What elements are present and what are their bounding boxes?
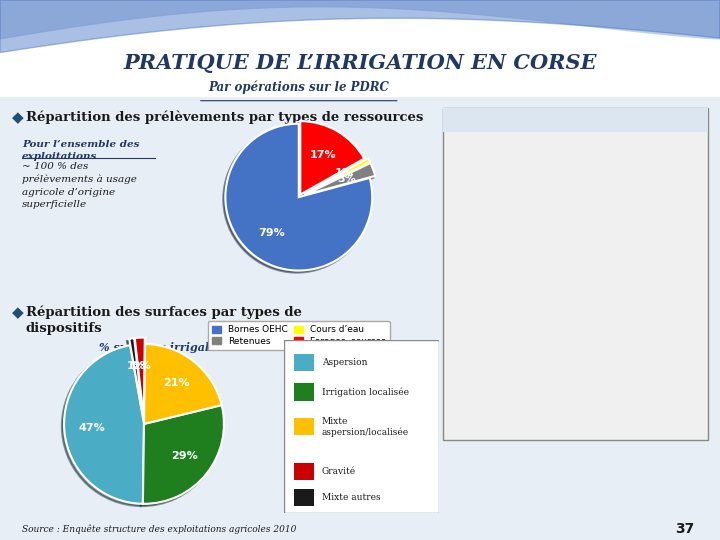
Bar xyxy=(294,383,314,401)
Text: Pour l’ensemble des
exploitations: Pour l’ensemble des exploitations xyxy=(22,140,140,161)
Text: PRATIQUE DE L’IRRIGATION EN CORSE: PRATIQUE DE L’IRRIGATION EN CORSE xyxy=(123,53,597,73)
Text: 3%: 3% xyxy=(338,174,356,184)
Text: 29%: 29% xyxy=(171,451,198,461)
Wedge shape xyxy=(129,338,143,417)
Wedge shape xyxy=(304,158,370,194)
Text: 21%: 21% xyxy=(163,379,190,388)
Text: ◆: ◆ xyxy=(12,305,24,320)
Bar xyxy=(294,354,314,372)
Text: ~ 360 opérations engagées
~ 265 bénéficiaires
~ 1 000 Ha: ~ 360 opérations engagées ~ 265 bénéfici… xyxy=(458,137,603,174)
Text: Répartition des surfaces par types de
dispositifs: Répartition des surfaces par types de di… xyxy=(26,305,302,335)
Bar xyxy=(294,489,314,506)
Text: 79%: 79% xyxy=(258,228,284,238)
Text: 17%: 17% xyxy=(310,150,336,160)
Wedge shape xyxy=(135,338,145,417)
Bar xyxy=(294,418,314,435)
Text: Irrigation localisée: Irrigation localisée xyxy=(322,387,408,397)
Text: 1%: 1% xyxy=(335,168,354,178)
Wedge shape xyxy=(305,163,375,195)
Wedge shape xyxy=(143,405,224,504)
Text: ~ 100 % des
prélèvements à usage
agricole d’origine
superficielle: ~ 100 % des prélèvements à usage agricol… xyxy=(22,162,137,210)
Text: % surfaces irrigables: % surfaces irrigables xyxy=(99,342,230,353)
Text: 1%: 1% xyxy=(126,361,145,371)
Text: Gravité: Gravité xyxy=(322,467,356,476)
Wedge shape xyxy=(64,345,144,504)
Wedge shape xyxy=(225,124,372,271)
Text: 2%: 2% xyxy=(132,361,150,370)
Text: ◆: ◆ xyxy=(12,110,24,125)
Legend: Bornes OEHC, Retenues, Cours d’eau, Forages, sources: Bornes OEHC, Retenues, Cours d’eau, Fora… xyxy=(207,321,390,350)
Bar xyxy=(294,463,314,480)
Wedge shape xyxy=(144,344,222,424)
Text: Mixte
aspersion/localisée: Mixte aspersion/localisée xyxy=(322,416,409,437)
Text: Mixte autres: Mixte autres xyxy=(322,493,380,502)
Text: 47%: 47% xyxy=(79,423,106,433)
Text: 37: 37 xyxy=(675,522,695,536)
Wedge shape xyxy=(300,121,364,194)
Text: Opérations instruites au titre du PDRC 2007-2013
en fonction du type de ressourc: Opérations instruites au titre du PDRC 2… xyxy=(485,112,665,128)
Text: Aspersion: Aspersion xyxy=(322,358,367,367)
Text: Source : Enquête structure des exploitations agricoles 2010: Source : Enquête structure des exploitat… xyxy=(22,524,296,534)
Text: Répartition des prélèvements par types de ressources: Répartition des prélèvements par types d… xyxy=(26,110,423,124)
Text: Par opérations sur le PDRC: Par opérations sur le PDRC xyxy=(208,81,390,94)
